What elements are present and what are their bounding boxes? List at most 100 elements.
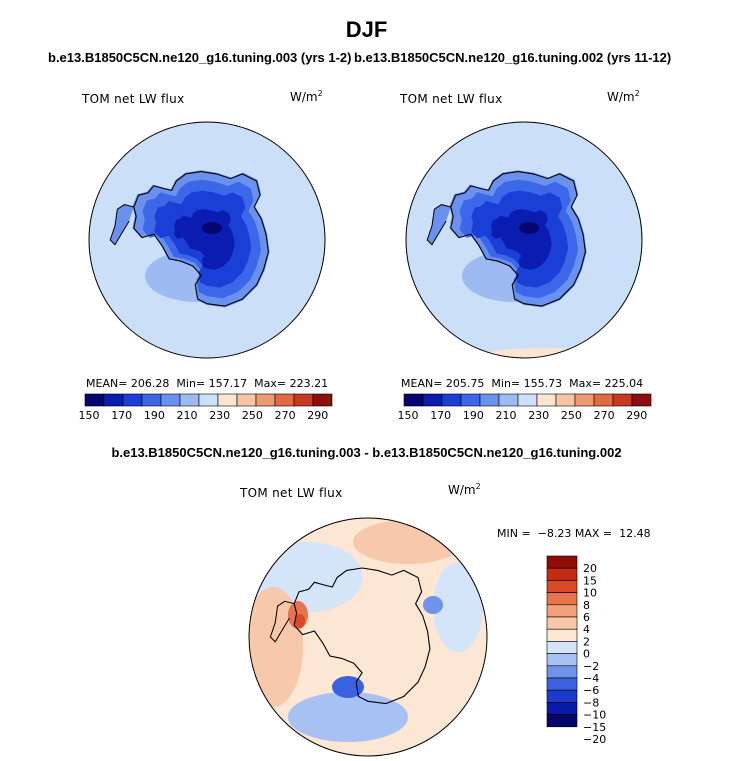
panel2-mean: MEAN= 205.75	[401, 377, 485, 390]
ice-minimum	[202, 222, 222, 234]
colorbar-label: 250	[242, 409, 263, 422]
colorbar-label: 270	[594, 409, 615, 422]
colorbar-box	[312, 393, 333, 407]
season-title: DJF	[345, 17, 388, 42]
map-3	[248, 517, 488, 757]
pos-patch	[249, 587, 303, 707]
colorbar-label: 290	[626, 409, 647, 422]
colorbar-box	[546, 677, 578, 691]
colorbar-label: 20	[583, 562, 597, 575]
colorbar-box	[546, 592, 578, 606]
colorbar-box	[498, 393, 519, 407]
colorbar-box	[546, 616, 578, 630]
panel2-min: Min= 155.73	[491, 377, 563, 390]
colorbar-label: 15	[583, 574, 597, 587]
map-2	[405, 121, 643, 359]
colorbar-box	[546, 641, 578, 654]
colorbar-label: 170	[111, 409, 132, 422]
colorbar-box	[255, 393, 276, 407]
panel2-units: W/m2	[607, 89, 640, 104]
colorbar-label: 150	[398, 409, 419, 422]
colorbar-label: 150	[79, 409, 100, 422]
panel1-max: Max= 223.21	[254, 377, 329, 390]
colorbar-box	[403, 393, 424, 407]
colorbar-box	[574, 393, 595, 407]
map-boundary	[88, 121, 326, 359]
colorbar-box	[217, 393, 238, 407]
colorbar-box	[546, 604, 578, 618]
map-boundary	[405, 121, 643, 359]
peninsula-coastline	[269, 600, 295, 643]
colorbar-label: 270	[275, 409, 296, 422]
panel1-stats: MEAN= 206.28 Min= 157.17 Max= 223.21	[86, 377, 328, 390]
colorbar-label: 230	[528, 409, 549, 422]
colorbar-label: 170	[430, 409, 451, 422]
panel2-units-sup: 2	[634, 89, 640, 98]
colorbar-label: 250	[561, 409, 582, 422]
warm-edge	[474, 348, 614, 358]
colorbar-box	[122, 393, 143, 407]
panel2-case-title: b.e13.B1850C5CN.ne120_g16.tuning.002 (yr…	[354, 50, 672, 65]
colorbar-box	[160, 393, 181, 407]
colorbar-box	[593, 393, 614, 407]
colorbar-box	[293, 393, 314, 407]
colorbar-label: −2	[583, 660, 599, 673]
colorbar-label: 210	[177, 409, 198, 422]
colorbar-label: 290	[307, 409, 328, 422]
colorbar-box	[546, 665, 578, 679]
colorbar-box	[546, 714, 578, 728]
colorbar-box	[441, 393, 462, 407]
panel2-units-text: W/m	[607, 90, 635, 104]
panel1-mean: MEAN= 206.28	[86, 377, 170, 390]
colorbar-label: 210	[496, 409, 517, 422]
antarctica-coastline	[293, 567, 431, 705]
peninsula	[110, 204, 134, 245]
panel1-var-label: TOM net LW flux	[82, 92, 185, 106]
diff-units-sup: 2	[475, 482, 481, 491]
colorbar-box	[546, 628, 578, 642]
diff-var-label: TOM net LW flux	[240, 486, 343, 500]
colorbar-1: 150 170 190 210 230 250 270 290	[79, 393, 333, 422]
panel1-case-title: b.e13.B1850C5CN.ne120_g16.tuning.003 (yr…	[48, 50, 352, 65]
colorbar-label: 230	[209, 409, 230, 422]
panel2-stats: MEAN= 205.75 Min= 155.73 Max= 225.04	[401, 377, 643, 390]
colorbar-label: −6	[583, 684, 599, 697]
colorbar-box	[517, 393, 538, 407]
peninsula-coastline	[426, 204, 451, 246]
antarctica-coastline	[450, 171, 586, 307]
diff-minmax: MIN = −8.23 MAX = 12.48	[497, 527, 651, 540]
colorbar-box	[546, 580, 578, 593]
colorbar-label: 2	[583, 635, 590, 648]
colorbar-box	[536, 393, 557, 407]
panel2-max: Max= 225.04	[569, 377, 644, 390]
colorbar-label: −15	[583, 721, 606, 734]
pos-patch	[353, 520, 463, 564]
colorbar-box	[422, 393, 443, 407]
panel1-min: Min= 157.17	[176, 377, 248, 390]
colorbar-box	[103, 393, 124, 407]
map-1	[88, 121, 326, 359]
neg-patch	[288, 692, 408, 742]
colorbar-box	[555, 393, 576, 407]
colorbar-box	[612, 393, 633, 407]
neg-core	[332, 676, 364, 698]
colorbar-label: −8	[583, 696, 599, 709]
colorbar-box	[546, 555, 578, 569]
colorbar-box	[141, 393, 162, 407]
colorbar-label: −20	[583, 733, 606, 746]
colorbar-box	[479, 393, 500, 407]
colorbar-box	[198, 393, 219, 407]
colorbar-label: 8	[583, 599, 590, 612]
colorbar-box	[274, 393, 295, 407]
colorbar-label: 190	[144, 409, 165, 422]
pos-max	[295, 614, 305, 628]
diff-units: W/m2	[448, 482, 481, 497]
ice-minimum	[519, 222, 539, 234]
diff-title: b.e13.B1850C5CN.ne120_g16.tuning.003 - b…	[111, 445, 622, 460]
panel1-units-text: W/m	[290, 90, 318, 104]
neg-core	[423, 596, 443, 614]
colorbar-box	[546, 689, 578, 703]
colorbar-label: 6	[583, 611, 590, 624]
